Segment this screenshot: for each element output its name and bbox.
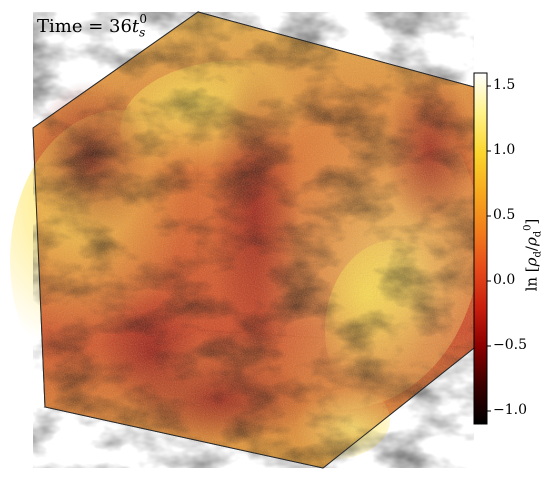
- colorbar-tick-label: 1.5: [493, 77, 516, 93]
- colorbar-tick-label: −0.5: [493, 337, 527, 353]
- box-front-edges: [32, 127, 475, 469]
- colorbar-label: ln [ρd/ρd0]: [522, 218, 544, 292]
- colorbar-tick-label: −1.0: [493, 402, 527, 418]
- density-field: [10, 12, 480, 468]
- colorbar-tick-label: 0.0: [493, 272, 516, 288]
- colorbar-tick-label: 1.0: [493, 142, 516, 158]
- colorbar-gradient: [473, 72, 488, 425]
- colorbar: [473, 72, 491, 425]
- colorbar-tick-label: 0.5: [493, 207, 516, 223]
- time-title: Time = 36ts0: [37, 12, 147, 40]
